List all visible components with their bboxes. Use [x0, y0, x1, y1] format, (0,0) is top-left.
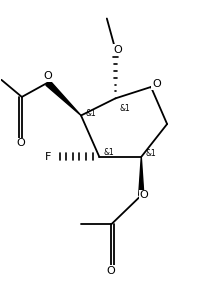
Text: &1: &1 [103, 148, 114, 157]
Text: O: O [107, 266, 116, 276]
Text: O: O [16, 139, 25, 148]
Text: O: O [152, 79, 161, 89]
Text: O: O [43, 71, 52, 82]
Polygon shape [139, 157, 144, 195]
Text: &1: &1 [145, 149, 156, 158]
Polygon shape [46, 80, 81, 115]
Text: O: O [140, 190, 148, 200]
Text: &1: &1 [85, 109, 96, 118]
Text: O: O [114, 45, 123, 55]
Text: F: F [44, 152, 51, 162]
Text: &1: &1 [119, 104, 130, 113]
